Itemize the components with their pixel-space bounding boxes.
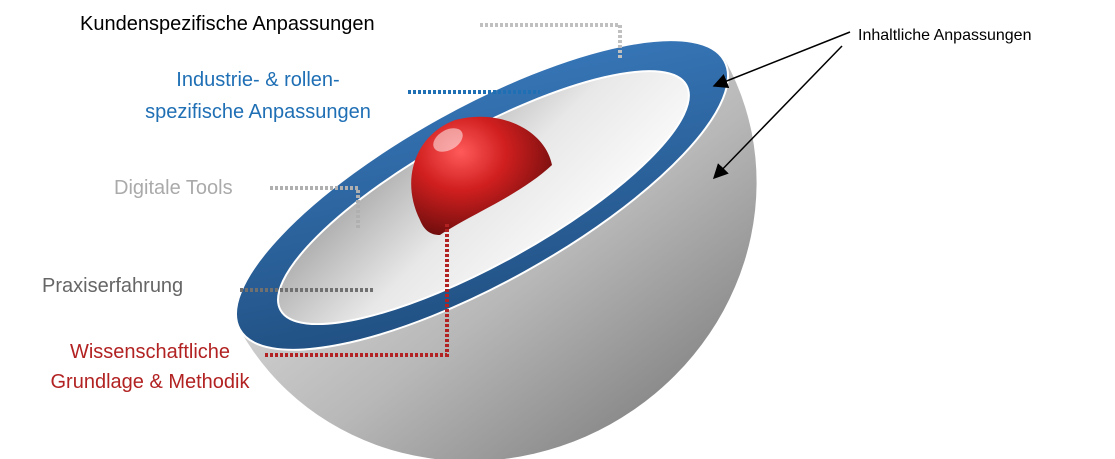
leader-science xyxy=(265,222,449,357)
arrow xyxy=(712,45,843,180)
label: Kundenspezifische Anpassungen xyxy=(80,13,375,35)
label: Digitale Tools xyxy=(114,177,233,199)
label: Grundlage & Methodik xyxy=(50,371,250,393)
callout: Inhaltliche Anpassungen xyxy=(858,27,1031,44)
leader-customer xyxy=(480,23,622,58)
label: Praxiserfahrung xyxy=(42,275,183,297)
leader-tools xyxy=(270,186,360,228)
label: Industrie- & rollen- xyxy=(176,69,339,91)
label: spezifische Anpassungen xyxy=(145,101,371,123)
label: Wissenschaftliche xyxy=(70,341,230,363)
core-highlight xyxy=(433,128,463,152)
arrow xyxy=(712,31,851,88)
